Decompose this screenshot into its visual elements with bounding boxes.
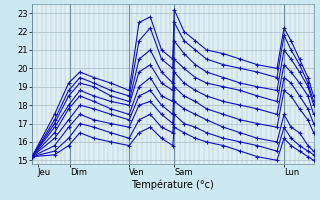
X-axis label: Température (°c): Température (°c) [132,180,214,190]
